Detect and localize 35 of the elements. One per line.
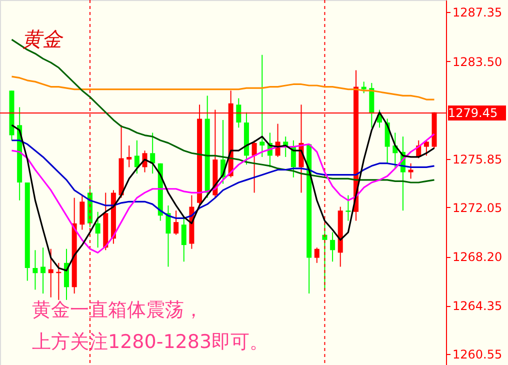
y-tick-label: 1268.20 [452,250,502,264]
line-series [10,112,436,272]
candlestick [150,132,156,174]
candlestick [80,194,85,230]
y-tick-label: 1275.85 [452,152,502,166]
candlestick [260,54,265,158]
candlestick [346,194,351,222]
ref-line-label: 1279.45 [448,106,498,120]
y-tick-label: 1287.35 [452,6,502,20]
annotation: 上方关注1280-1283即可。 [32,331,269,353]
candlestick [166,204,171,268]
candlestick [126,144,132,168]
candlestick [314,247,320,264]
candlestick [40,247,46,294]
candlestick [174,210,179,236]
candlestick [95,211,100,248]
candlestick [330,232,336,262]
y-tick-label: 1283.50 [452,54,502,69]
candlestick [252,140,257,194]
candlestick [236,98,242,128]
line-series [10,76,436,100]
annotation: 黄金一直箱体震荡， [32,299,203,321]
line-series [10,133,436,254]
text: 黄金 [22,27,64,51]
candlestick [322,224,328,290]
y-tick-label: 1260.55 [452,348,502,362]
candlestick [181,216,186,262]
y-tick-label: 1264.35 [452,299,502,314]
candlestick [32,250,38,290]
candlestick [361,81,366,94]
candlestick [408,162,414,180]
y-tick-label: 1272.05 [452,200,502,215]
candlestick [424,140,429,156]
candlestick [48,248,54,298]
candlestick [134,140,140,174]
